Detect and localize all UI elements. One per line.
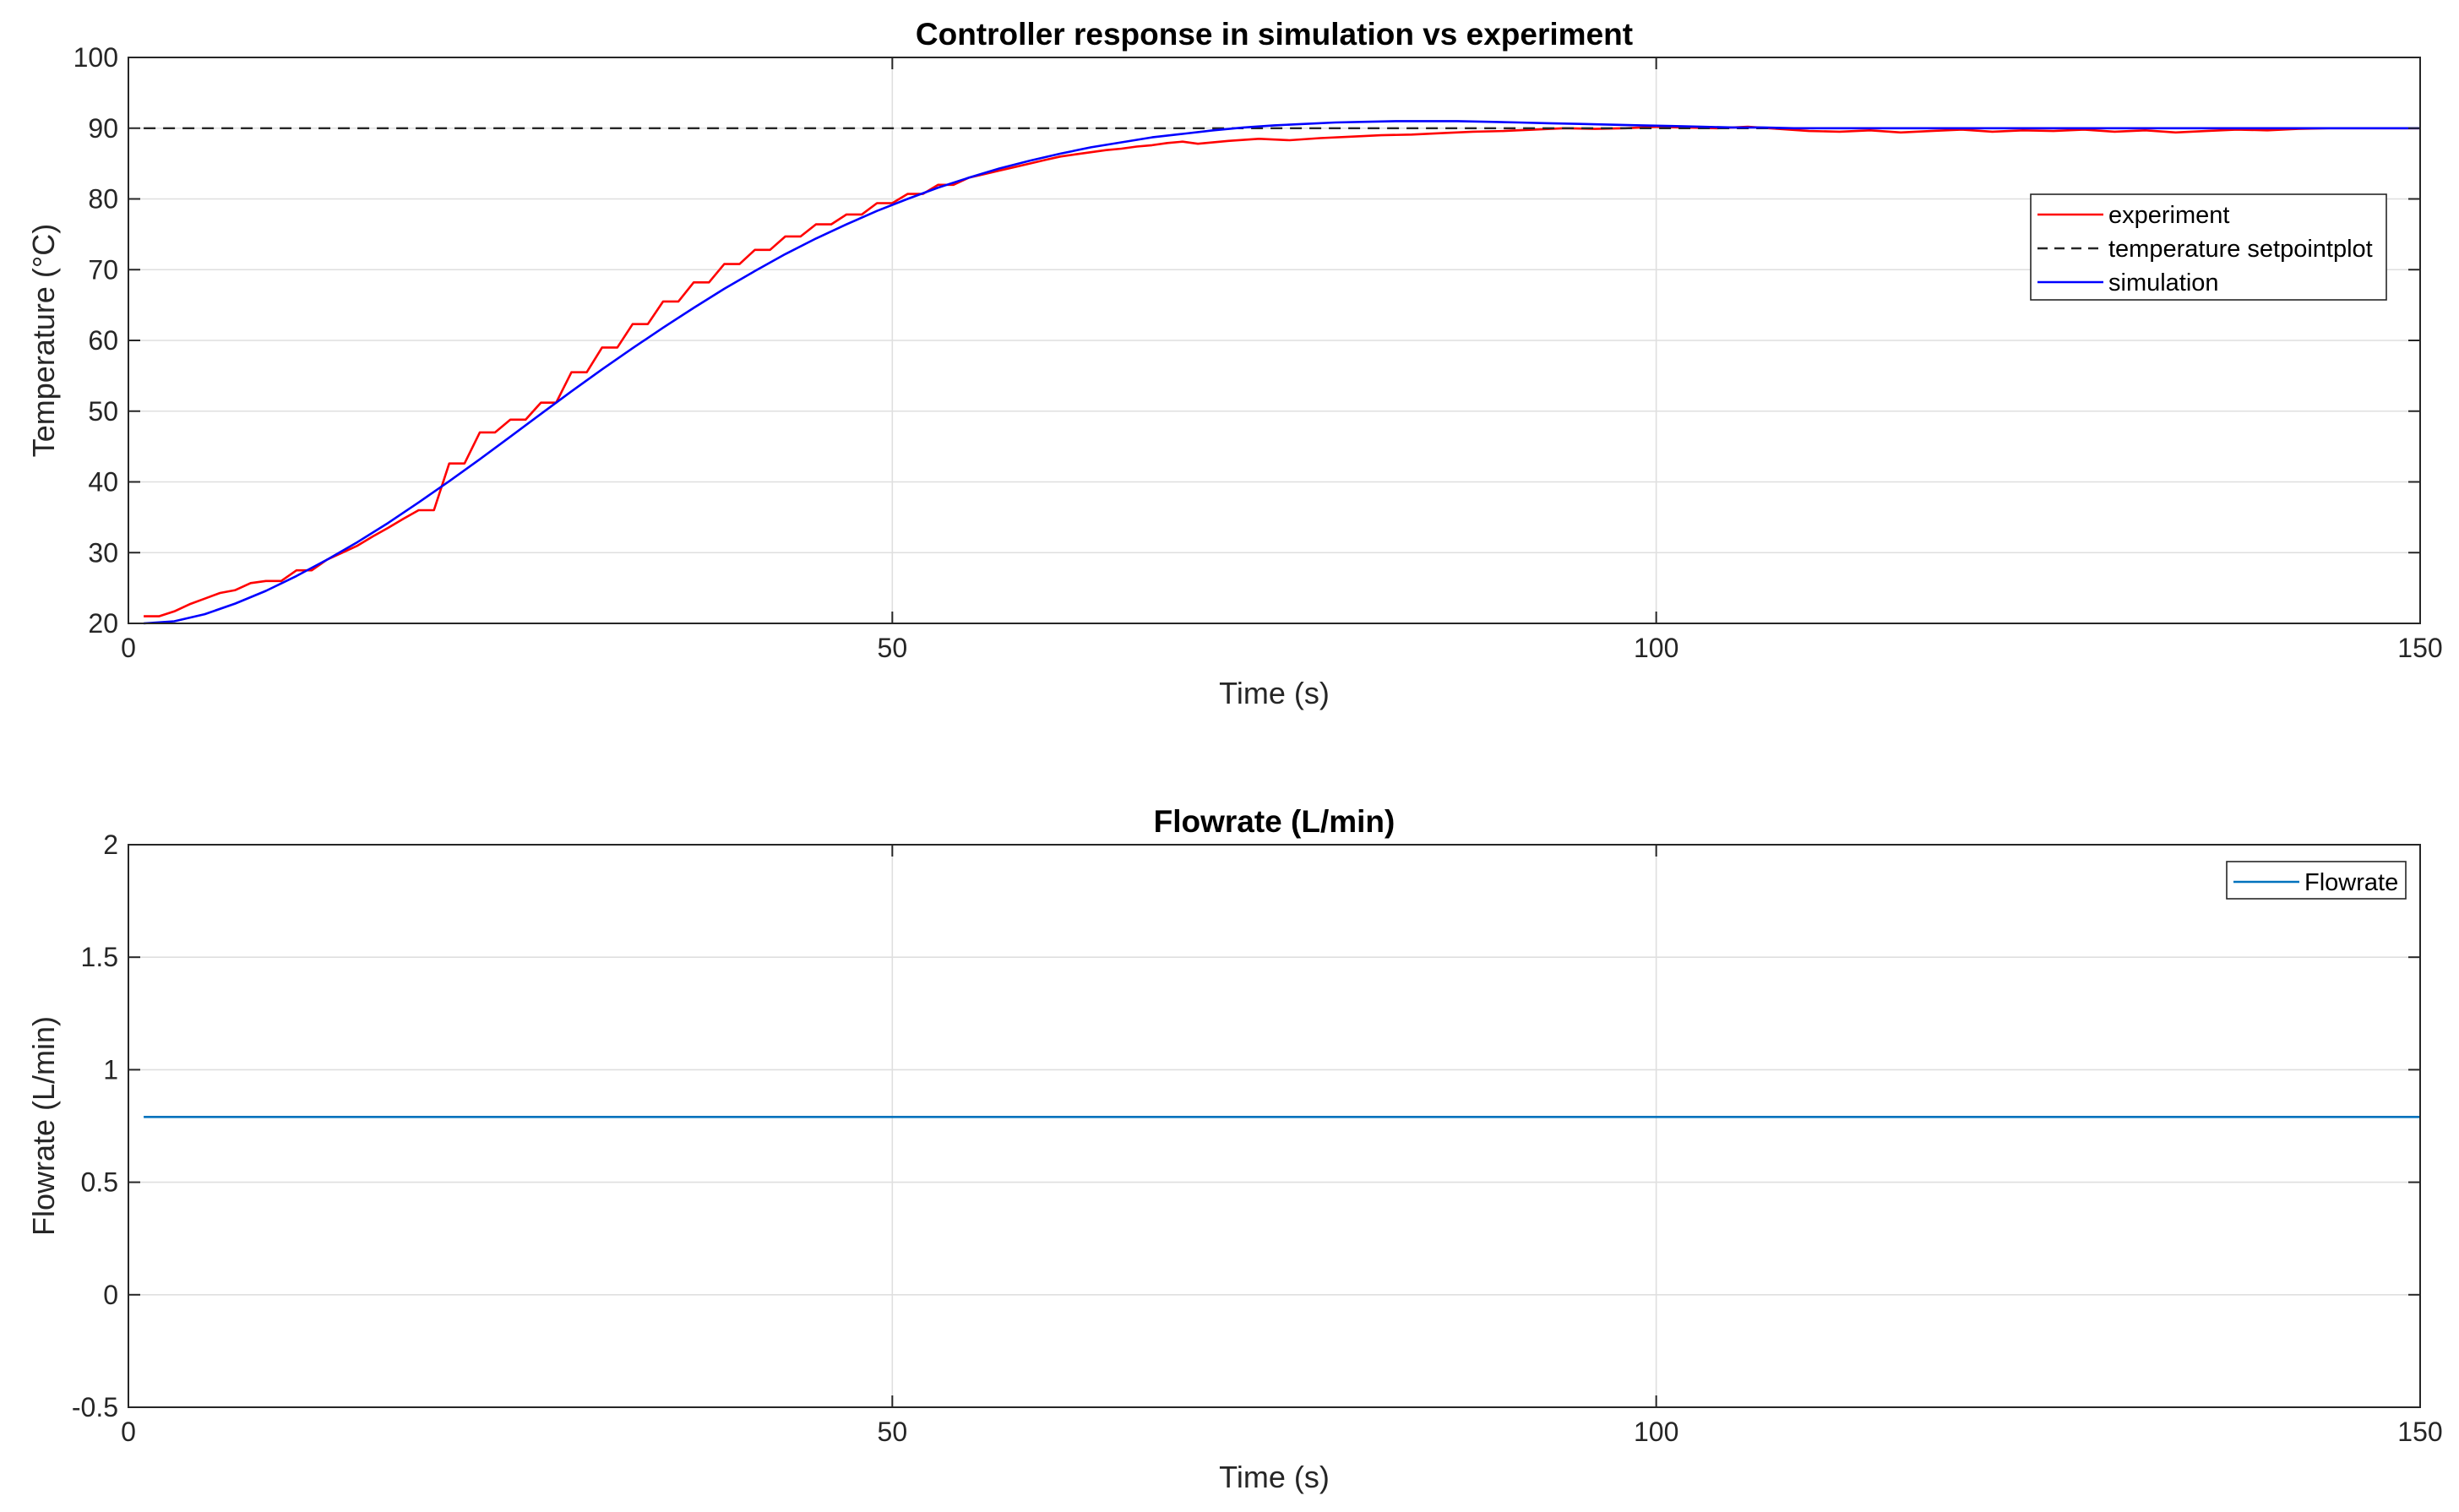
y-tick-label: 100 [73,42,118,73]
y-tick-label: -0.5 [72,1392,118,1422]
x-tick-label: 100 [1634,1417,1678,1447]
x-tick-label: 50 [878,633,908,663]
legend-entry-experiment: experiment [2108,202,2229,229]
y-tick-label: 30 [88,537,118,568]
y-tick-label: 50 [88,396,118,427]
y-tick-label: 70 [88,254,118,285]
y-tick-label: 60 [88,325,118,356]
x-tick-label: 150 [2397,1417,2442,1447]
y-tick-label: 2 [103,829,118,860]
y-axis-label: Temperature (°C) [26,224,61,457]
y-tick-label: 1 [103,1054,118,1085]
chart-title: Flowrate (L/min) [1154,804,1395,839]
x-tick-label: 0 [121,1417,136,1447]
y-tick-label: 0.5 [81,1167,118,1198]
legend-entry-temperature-setpointplot: temperature setpointplot [2108,236,2373,263]
y-axis-label: Flowrate (L/min) [26,1016,61,1236]
x-tick-label: 150 [2397,633,2442,663]
x-axis-label: Time (s) [1219,1460,1330,1494]
x-tick-label: 0 [121,633,136,663]
y-tick-label: 20 [88,608,118,639]
x-tick-label: 50 [878,1417,908,1447]
legend-box [2226,861,2407,900]
legend: experiment temperature setpointplot simula… [2030,193,2387,301]
legend-entry-simulation: simulation [2108,269,2219,296]
y-tick-label: 1.5 [81,942,118,972]
x-axis-label: Time (s) [1219,676,1330,710]
y-tick-label: 40 [88,467,118,498]
x-tick-label: 100 [1634,633,1678,663]
legend: Flowrate [2226,861,2407,900]
series-line-simulation [144,120,2420,625]
plot-frame [128,844,2421,1408]
y-tick-label: 0 [103,1280,118,1310]
temperature-chart: 0 50 100 150 20 30 40 50 60 70 80 90 100 Controller r… [26,17,2443,710]
chart-title: Controller response in simulation vs exp… [916,17,1633,52]
y-tick-label: 80 [88,184,118,215]
y-tick-label: 90 [88,113,118,144]
legend-entry-flowrate: Flowrate [2304,869,2398,896]
